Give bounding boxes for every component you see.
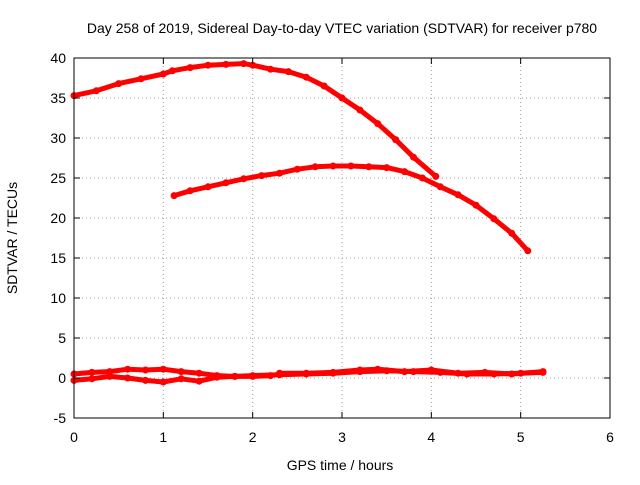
data-point <box>249 61 257 69</box>
data-point <box>267 65 274 73</box>
plot-frame <box>73 57 611 419</box>
data-point <box>427 366 435 374</box>
x-tick-label: 3 <box>338 429 346 445</box>
data-point <box>186 187 194 195</box>
data-point <box>204 61 212 69</box>
data-point <box>472 201 480 209</box>
data-point <box>92 87 100 95</box>
data-point <box>293 165 301 173</box>
data-point <box>204 183 212 191</box>
data-point <box>170 192 178 200</box>
data-point <box>432 172 440 180</box>
data-point <box>124 374 132 382</box>
data-point <box>240 60 248 68</box>
data-point <box>106 368 114 376</box>
data-point <box>240 175 248 183</box>
x-axis-label: GPS time / hours <box>287 457 394 473</box>
data-point <box>374 365 382 373</box>
data-point <box>142 366 149 374</box>
x-tick-label: 4 <box>427 429 435 445</box>
data-point <box>159 70 167 78</box>
data-point <box>338 94 346 102</box>
data-point <box>454 369 462 377</box>
data-point <box>213 373 221 381</box>
data-point <box>490 215 498 223</box>
data-point <box>249 372 257 380</box>
y-tick-label: 25 <box>50 170 66 186</box>
data-point <box>539 368 547 376</box>
data-point <box>436 183 444 191</box>
data-point <box>168 67 176 75</box>
x-tick-label: 5 <box>517 429 525 445</box>
y-tick-label: 35 <box>50 90 66 106</box>
x-tick-label: 2 <box>249 429 257 445</box>
data-point <box>159 378 167 386</box>
y-tick-label: -5 <box>54 410 67 426</box>
data-point <box>177 368 185 376</box>
series-track-5 <box>276 365 547 378</box>
data-point <box>356 106 364 114</box>
data-point <box>320 82 328 90</box>
data-point <box>302 369 310 377</box>
data-point <box>329 368 337 376</box>
data-point <box>481 368 489 376</box>
data-point <box>88 368 96 376</box>
data-point <box>195 369 203 377</box>
data-point <box>222 179 230 187</box>
data-point <box>302 73 310 81</box>
data-point <box>374 120 382 128</box>
data-point <box>186 64 194 72</box>
data-point <box>347 162 355 170</box>
y-tick-label: 5 <box>58 330 66 346</box>
data-point <box>159 365 167 373</box>
data-point <box>88 375 96 383</box>
data-point <box>508 370 516 378</box>
data-point <box>392 136 400 144</box>
data-point <box>418 174 426 182</box>
y-tick-label: 20 <box>50 210 66 226</box>
data-point <box>401 168 408 176</box>
data-point <box>508 229 516 237</box>
data-point <box>276 369 283 377</box>
data-point <box>401 368 408 376</box>
x-tick-label: 0 <box>70 429 78 445</box>
series-track-2 <box>170 162 532 255</box>
x-tick-label: 1 <box>159 429 167 445</box>
grid <box>74 58 610 418</box>
y-tick-label: 15 <box>50 250 66 266</box>
data-point <box>115 80 123 88</box>
data-point <box>195 377 203 385</box>
data-point <box>276 169 283 177</box>
data-point <box>137 75 145 83</box>
data-point <box>258 172 266 180</box>
data-point <box>222 60 230 68</box>
data-point <box>311 163 319 171</box>
data-point <box>284 68 292 76</box>
data-point <box>365 163 373 171</box>
data-series <box>70 60 547 386</box>
data-point <box>142 376 149 384</box>
data-point <box>177 375 185 383</box>
data-point <box>231 372 239 380</box>
data-point <box>454 191 462 199</box>
y-tick-label: 0 <box>58 370 66 386</box>
data-point <box>329 162 337 170</box>
y-axis-label: SDTVAR / TECUs <box>4 182 20 294</box>
data-point <box>524 247 532 255</box>
y-tick-label: 30 <box>50 130 66 146</box>
data-point <box>383 164 391 172</box>
data-point <box>410 153 417 161</box>
series-track-1 <box>70 60 440 180</box>
data-point <box>124 365 132 373</box>
x-tick-label: 6 <box>606 429 614 445</box>
data-point <box>106 372 114 380</box>
y-tick-label: 10 <box>50 290 66 306</box>
data-point <box>356 366 364 374</box>
chart-title: Day 258 of 2019, Sidereal Day-to-day VTE… <box>87 20 597 36</box>
y-tick-label: 40 <box>50 50 66 66</box>
